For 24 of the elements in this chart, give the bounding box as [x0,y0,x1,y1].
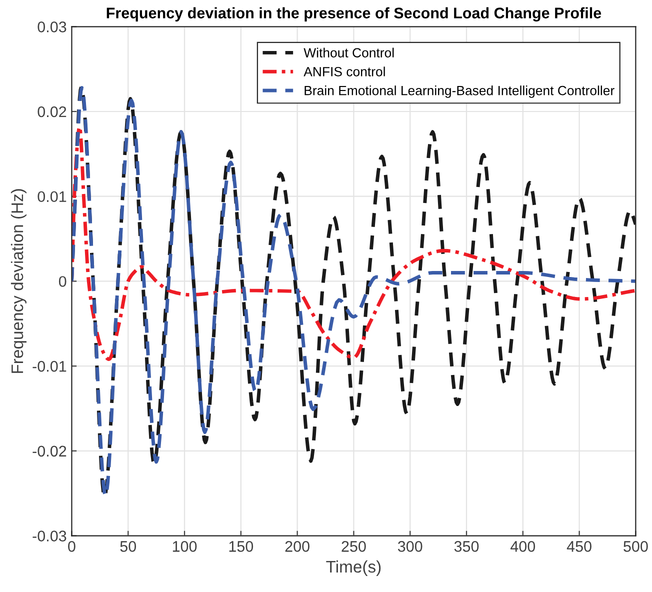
x-tick-label: 100 [172,541,197,552]
y-tick-label: 0 [58,276,66,287]
x-tick-label: 500 [624,541,648,552]
y-tick-label: -0.03 [32,530,66,542]
x-tick-label: 200 [285,541,310,552]
x-axis-title: Time(s) [326,560,381,576]
x-tick-label: 50 [120,541,136,552]
y-axis-title: Frequency deviation (Hz) [10,189,26,373]
y-tick-label: 0.03 [38,22,66,32]
x-tick-label: 350 [454,541,479,552]
legend-label: Brain Emotional Learning-Based Intelligent Controller [304,86,614,98]
x-tick-label: 300 [398,541,422,552]
y-tick-label: -0.01 [32,360,66,372]
x-tick-label: 0 [68,541,76,552]
y-tick-label: 0.02 [38,106,66,118]
y-tick-label: -0.02 [32,446,66,457]
x-tick-label: 250 [342,541,366,552]
legend-label: ANFIS control [304,66,385,76]
chart-title: Frequency deviation in the presence of Second Load Change Profile [106,7,602,22]
x-tick-label: 450 [566,541,592,552]
legend-label: Without Control [304,48,394,58]
y-tick-label: 0.01 [38,191,66,202]
x-tick-label: 150 [229,541,254,552]
x-tick-label: 400 [510,541,536,552]
